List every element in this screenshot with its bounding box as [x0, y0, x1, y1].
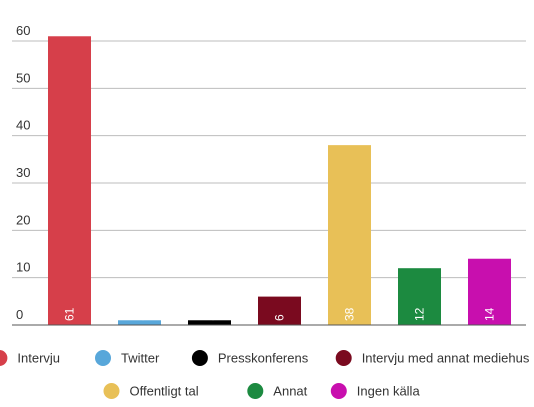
bar-value-label: 61 — [63, 307, 77, 321]
bar-intervju-med-annat-mediehus — [258, 296, 301, 325]
bar-presskonferens — [188, 320, 231, 325]
bar-twitter — [118, 320, 161, 325]
legend-marker — [330, 383, 347, 399]
legend-label: Intervju med annat mediehus — [362, 351, 530, 366]
legend-marker — [95, 350, 111, 366]
y-axis-ticks: 0 10 20 30 40 50 60 — [16, 23, 30, 322]
y-tick-label: 0 — [16, 307, 23, 322]
legend-label: Ingen källa — [357, 384, 421, 399]
y-tick-label: 40 — [16, 118, 30, 133]
bar-value-label: 38 — [343, 307, 357, 321]
legend-marker — [247, 383, 264, 399]
bar-value-label: 1 — [203, 314, 217, 321]
bar-value-label: 1 — [133, 314, 147, 321]
legend-label: Intervju — [17, 351, 60, 366]
legend-label: Twitter — [121, 351, 160, 366]
legend-label: Offentligt tal — [130, 384, 199, 399]
y-tick-label: 50 — [16, 70, 30, 85]
y-tick-label: 60 — [16, 23, 30, 38]
bar-ingen-källa — [468, 258, 511, 325]
bar-offentligt-tal — [328, 145, 371, 325]
y-tick-label: 10 — [16, 260, 30, 275]
bar-value-label: 14 — [483, 307, 497, 321]
legend-label: Annat — [273, 384, 307, 399]
data-labels: 61 1 1 6 38 12 14 — [63, 307, 497, 321]
bar-annat — [398, 268, 441, 325]
bars — [48, 36, 511, 326]
legend-marker — [103, 383, 120, 399]
y-tick-label: 20 — [16, 212, 30, 227]
legend-marker — [335, 350, 352, 366]
y-tick-label: 30 — [16, 165, 30, 180]
legend-label: Presskonferens — [218, 351, 309, 366]
bar-intervju — [48, 36, 91, 326]
legend-marker — [191, 350, 208, 366]
bar-value-label: 6 — [273, 314, 287, 321]
legend: Intervju Twitter Presskonferens Intervju me… — [0, 350, 530, 399]
bar-value-label: 12 — [413, 307, 427, 321]
legend-marker — [0, 350, 8, 366]
